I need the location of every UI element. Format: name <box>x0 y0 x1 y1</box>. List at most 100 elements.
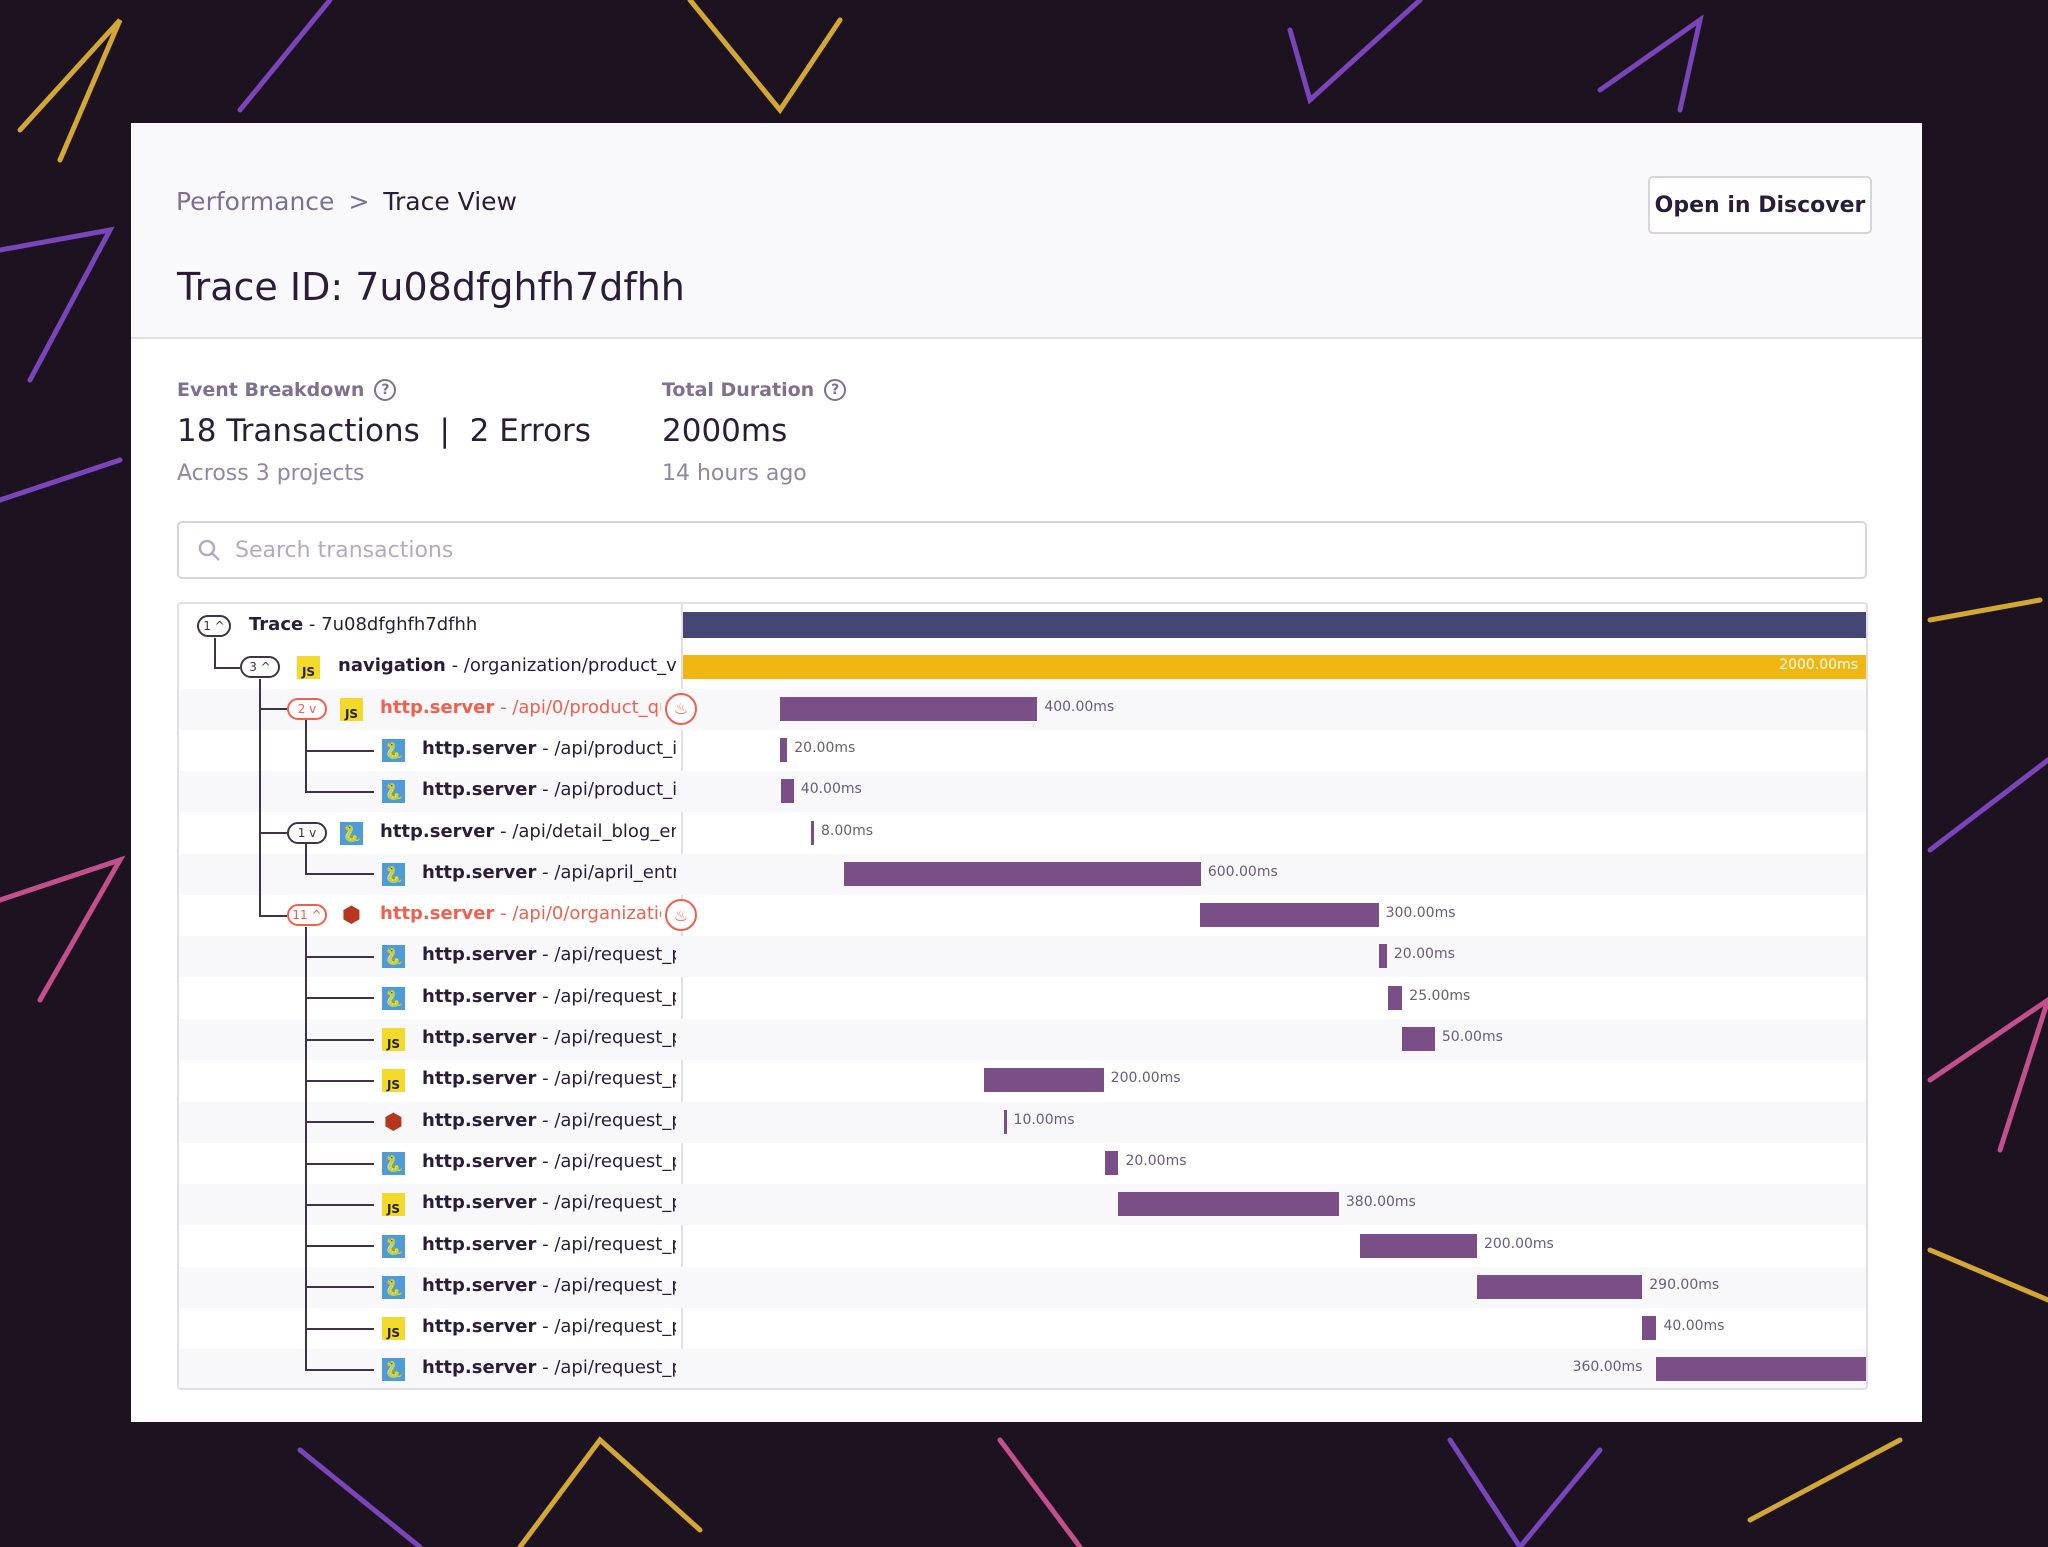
transaction-name[interactable]: http.server - /api/request_plan <box>422 1357 676 1378</box>
tree-connector <box>306 1286 374 1289</box>
js-icon: JS <box>297 656 320 680</box>
transaction-name[interactable]: http.server - /api/request_plan <box>422 986 676 1007</box>
span-bar[interactable] <box>1118 1192 1339 1217</box>
trace-row[interactable]: ⬢ http.server - /api/request_plan 10.00ms <box>179 1101 1866 1143</box>
tree-connector <box>306 997 374 1000</box>
open-in-discover-button[interactable]: Open in Discover <box>1648 176 1872 234</box>
tree-connector <box>259 678 261 917</box>
span-duration-label: 300.00ms <box>1385 905 1456 922</box>
span-bar[interactable] <box>779 696 1038 721</box>
trace-row[interactable]: 🐍 http.server - /api/request_plan 200.00ms <box>179 1226 1866 1267</box>
transaction-op: http.server <box>422 1192 537 1214</box>
tree-connector <box>306 1327 374 1330</box>
transaction-op: http.server <box>422 1027 537 1048</box>
search-input[interactable]: Search transactions <box>177 521 1867 579</box>
transaction-name[interactable]: http.server - /api/request_plan <box>422 1192 676 1213</box>
breadcrumb-current: Trace View <box>383 187 517 216</box>
trace-row[interactable]: JS http.server - /api/request_plan 380.00m… <box>179 1184 1866 1226</box>
transaction-name[interactable]: http.server - /api/request_plan <box>422 944 676 965</box>
transaction-name[interactable]: http.server - /api/product_item <box>422 738 676 759</box>
transaction-name[interactable]: http.server - /api/request_plan <box>422 1275 676 1296</box>
total-duration: Total Duration? 2000ms 14 hours ago <box>662 379 847 486</box>
span-bar[interactable] <box>1402 1027 1435 1051</box>
transaction-name[interactable]: http.server - /api/april_entry_list <box>422 862 676 883</box>
help-icon[interactable]: ? <box>824 379 847 401</box>
span-bar[interactable] <box>843 861 1201 886</box>
transaction-name[interactable]: http.server - /api/product_item <box>422 779 676 800</box>
trace-row[interactable]: JS http.server - /api/request_plan 40.00ms <box>179 1308 1866 1349</box>
span-bar[interactable] <box>1003 1109 1007 1134</box>
transaction-op: http.server <box>422 944 537 966</box>
python-icon: 🐍 <box>382 780 405 804</box>
transaction-name[interactable]: http.server - /api/request_plan <box>422 1151 676 1172</box>
transaction-name[interactable]: navigation - /organization/product_view <box>338 655 676 676</box>
span-bar[interactable] <box>983 1068 1104 1093</box>
trace-row[interactable]: 🐍 http.server - /api/request_plan 25.00ms <box>179 978 1866 1019</box>
transaction-name[interactable]: http.server - /api/detail_blog_entry <box>380 821 676 842</box>
span-bar[interactable] <box>1388 985 1403 1010</box>
transaction-op: http.server <box>422 861 537 883</box>
span-duration-label: 50.00ms <box>1441 1029 1503 1045</box>
trace-row[interactable]: JS http.server - /api/request_plan 50.00ms <box>179 1019 1866 1060</box>
span-duration-label: 290.00ms <box>1649 1276 1720 1293</box>
span-bar[interactable] <box>683 612 1866 638</box>
panel-divider[interactable] <box>681 604 683 1388</box>
expand-toggle[interactable]: 11 ^ <box>287 904 327 927</box>
transaction-op: http.server <box>422 1233 537 1255</box>
span-bar[interactable] <box>1200 903 1379 928</box>
transaction-op: http.server <box>422 1109 537 1131</box>
help-icon[interactable]: ? <box>374 379 397 401</box>
expand-toggle[interactable]: 2 v <box>287 697 327 720</box>
trace-row[interactable]: 🐍 http.server - /api/request_plan 20.00ms <box>179 936 1866 978</box>
transaction-name[interactable]: Trace - 7u08dfghfh7dfhh <box>249 614 676 635</box>
trace-row[interactable]: 🐍 http.server - /api/request_plan 360.00ms <box>179 1349 1866 1388</box>
span-duration-label: 600.00ms <box>1207 863 1278 880</box>
trace-row[interactable]: 1 v 🐍 http.server - /api/detail_blog_entry… <box>179 813 1866 854</box>
transaction-name[interactable]: http.server - /api/0/product_queue <box>380 697 661 718</box>
total-duration-label: Total Duration <box>662 379 815 401</box>
transaction-path: - 7u08dfghfh7dfhh <box>303 614 478 635</box>
span-bar[interactable] <box>1476 1274 1643 1299</box>
python-icon: 🐍 <box>382 862 405 886</box>
span-duration-label: 360.00ms <box>1572 1359 1643 1376</box>
span-bar[interactable] <box>1379 944 1387 969</box>
trace-row[interactable]: 1 ^ Trace - 7u08dfghfh7dfhh <box>179 606 1866 647</box>
trace-row[interactable]: 🐍 http.server - /api/product_item 40.00ms <box>179 771 1866 813</box>
span-bar[interactable] <box>779 737 788 762</box>
transaction-path: - /api/request_plan <box>542 1233 676 1255</box>
chevron-right-icon: > <box>348 187 370 216</box>
span-bar[interactable] <box>683 655 1866 680</box>
trace-row[interactable]: 🐍 http.server - /api/request_plan 20.00ms <box>179 1143 1866 1184</box>
ruby-icon: ⬢ <box>383 1109 404 1135</box>
expand-toggle[interactable]: 1 v <box>287 821 327 844</box>
transaction-name[interactable]: http.server - /api/request_plan <box>422 1068 676 1089</box>
js-icon: JS <box>340 697 363 721</box>
transaction-name[interactable]: http.server - /api/0/organization_list <box>380 903 661 924</box>
trace-row[interactable]: 11 ^ ⬢ http.server - /api/0/organization_l… <box>179 895 1866 936</box>
span-bar[interactable] <box>1642 1316 1657 1341</box>
transaction-name[interactable]: http.server - /api/request_plan <box>422 1027 676 1048</box>
span-bar[interactable] <box>1359 1233 1477 1258</box>
expand-toggle[interactable]: 3 ^ <box>240 656 280 679</box>
transaction-name[interactable]: http.server - /api/request_plan <box>422 1316 676 1337</box>
transaction-path: - /api/request_plan <box>542 1150 676 1172</box>
breadcrumb-performance[interactable]: Performance <box>176 187 335 216</box>
trace-row[interactable]: 2 v JS http.server - /api/0/product_queue♨… <box>179 688 1866 730</box>
span-bar[interactable] <box>780 779 794 804</box>
span-duration-label: 200.00ms <box>1110 1070 1181 1087</box>
expand-toggle[interactable]: 1 ^ <box>197 615 231 637</box>
trace-row[interactable]: JS http.server - /api/request_plan 200.00m… <box>179 1060 1866 1101</box>
span-duration-label: 20.00ms <box>1125 1152 1187 1169</box>
trace-row[interactable]: 🐍 http.server - /api/request_plan 290.00ms <box>179 1266 1866 1308</box>
error-fire-icon[interactable]: ♨ <box>665 899 697 932</box>
span-bar[interactable] <box>1656 1357 1866 1382</box>
error-fire-icon[interactable]: ♨ <box>665 692 697 725</box>
span-bar[interactable] <box>810 820 814 845</box>
trace-row[interactable]: 🐍 http.server - /api/product_item 20.00ms <box>179 730 1866 771</box>
transaction-name[interactable]: http.server - /api/request_plan <box>422 1234 676 1255</box>
trace-row[interactable]: 🐍 http.server - /api/april_entry_list 600.… <box>179 853 1866 895</box>
trace-row[interactable]: 3 ^ JS navigation - /organization/product_… <box>179 647 1866 688</box>
span-duration-label: 20.00ms <box>794 739 856 756</box>
span-bar[interactable] <box>1105 1150 1119 1175</box>
transaction-name[interactable]: http.server - /api/request_plan <box>422 1110 676 1131</box>
